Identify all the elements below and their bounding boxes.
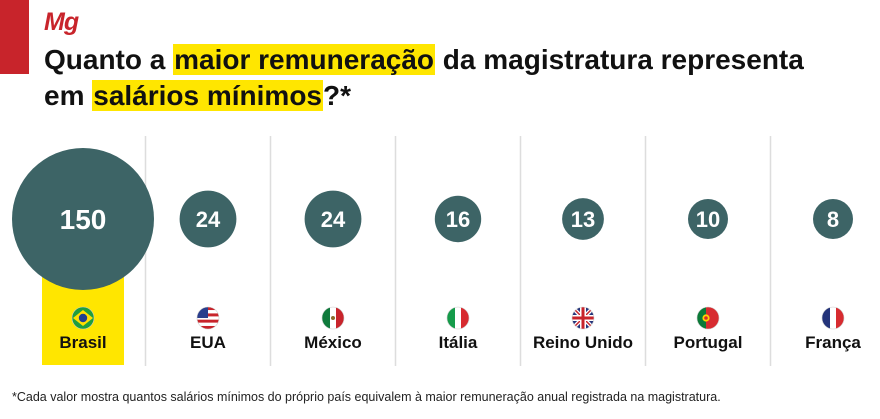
category-label-eua: EUA (190, 333, 226, 352)
value-label-eua: 24 (196, 207, 221, 232)
value-label-mexico: 24 (321, 207, 346, 232)
bubble-portugal (688, 199, 728, 239)
value-label-italia: 16 (446, 207, 470, 232)
portugal-flag-icon (696, 306, 720, 330)
brand-accent-bar (0, 0, 29, 74)
bubble-chart: 150 Brasil 24 EUA 24 México 16 Itália 13 Reino Un… (12, 136, 861, 366)
mexico-flag-icon (321, 306, 345, 330)
value-label-franca: 8 (827, 207, 839, 232)
category-label-reino-unido: Reino Unido (533, 333, 633, 352)
bubble-franca (813, 199, 853, 239)
brazil-flag-icon (71, 306, 95, 330)
category-label-italia: Itália (439, 333, 478, 352)
uk-flag-icon (571, 306, 595, 330)
france-flag-icon (821, 306, 845, 330)
bubble-reino-unido (562, 198, 604, 240)
category-label-mexico: México (304, 333, 362, 352)
title-part-3: ?* (323, 80, 352, 111)
bubble-brasil (12, 148, 154, 290)
bubble-italia (434, 195, 482, 243)
italy-flag-icon (446, 306, 470, 330)
title-part-2: da magistratura representa em (44, 44, 804, 111)
brand-logo: Mg (44, 8, 79, 36)
title-highlight-1: maior remuneração (173, 44, 436, 75)
usa-flag-icon (196, 306, 220, 330)
value-label-reino-unido: 13 (571, 207, 595, 232)
bubble-mexico (304, 190, 362, 248)
title-highlight-2: salários mínimos (92, 80, 324, 111)
title-part-1: Quanto a (44, 44, 174, 75)
category-label-brasil: Brasil (59, 333, 106, 352)
value-label-portugal: 10 (696, 207, 720, 232)
bubble-eua (179, 190, 237, 248)
category-label-franca: França (805, 333, 861, 352)
footnote: *Cada valor mostra quantos salários míni… (12, 390, 721, 404)
value-label-brasil: 150 (60, 204, 107, 235)
category-label-portugal: Portugal (674, 333, 743, 352)
chart-title: Quanto a maior remuneração da magistratu… (44, 42, 844, 114)
